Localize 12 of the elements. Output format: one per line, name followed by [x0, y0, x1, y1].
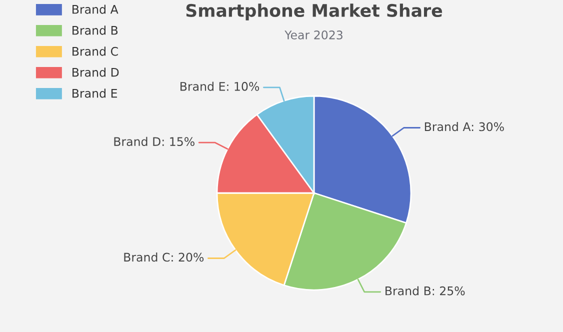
legend-label: Brand A [72, 4, 118, 14]
data-label: Brand B: 25% [386, 286, 465, 296]
data-label: Brand E: 10% [180, 82, 260, 91]
data-label: Brand D: 15% [114, 136, 194, 146]
data-label: Brand A: 30% [424, 122, 504, 132]
legend-label: Brand B [72, 26, 118, 35]
legend-label: Brand D [72, 68, 119, 77]
chart-title: Smartphone Market Share [186, 4, 442, 20]
text: Year 2023 [284, 30, 342, 40]
legend-label: Brand E [72, 88, 117, 98]
legend-label: Brand C [72, 46, 118, 56]
data-label: Brand C: 20% [124, 252, 204, 262]
